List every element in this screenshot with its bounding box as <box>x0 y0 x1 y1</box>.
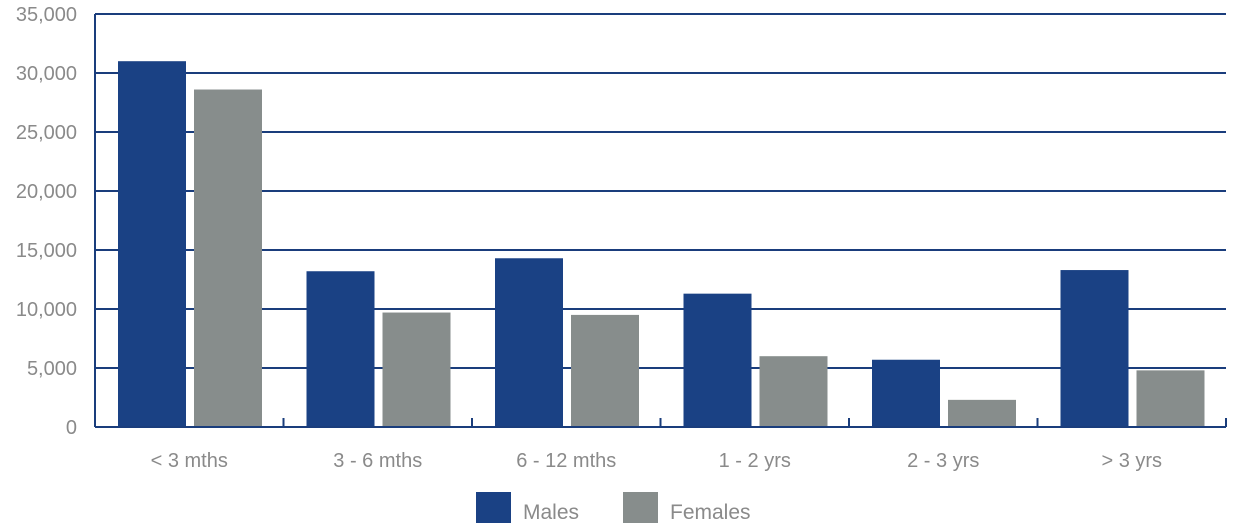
bars <box>118 61 1205 428</box>
bar-females-2 <box>571 314 639 427</box>
y-tick-label: 25,000 <box>16 122 77 144</box>
y-tick-label: 5,000 <box>27 358 77 380</box>
bar-females-3 <box>759 356 828 427</box>
y-tick-label: 20,000 <box>16 181 77 203</box>
legend-label-females: Females <box>670 501 751 524</box>
legend-label-males: Males <box>523 501 579 524</box>
x-tick-label: 3 - 6 mths <box>333 450 422 472</box>
bar-males-2 <box>495 258 563 427</box>
y-tick-label: 10,000 <box>16 299 77 321</box>
y-tick-label: 30,000 <box>16 63 77 85</box>
x-axis-tick-labels: < 3 mths 3 - 6 mths 6 - 12 mths 1 - 2 yrs 2 … <box>151 450 1162 472</box>
legend: Males Females <box>476 492 751 524</box>
y-tick-label: 0 <box>66 417 77 439</box>
bar-males-4 <box>872 359 940 427</box>
x-axis <box>94 14 1227 428</box>
x-tick-label: < 3 mths <box>151 450 228 472</box>
y-axis-tick-labels: 0 5,000 10,000 15,000 20,000 25,000 30,000 35,0… <box>16 4 77 439</box>
legend-swatch-females <box>623 492 658 523</box>
bar-females-4 <box>948 399 1016 427</box>
bar-males-0 <box>118 61 186 427</box>
gridlines <box>95 13 1226 369</box>
x-tick-label: 1 - 2 yrs <box>719 450 791 472</box>
bar-males-5 <box>1060 270 1129 427</box>
bar-males-3 <box>683 293 752 427</box>
bar-males-1 <box>306 271 375 427</box>
bar-females-0 <box>194 89 262 428</box>
y-tick-label: 15,000 <box>16 240 77 262</box>
y-tick-label: 35,000 <box>16 4 77 26</box>
x-tick-label: > 3 yrs <box>1101 450 1162 472</box>
bar-females-1 <box>382 312 451 427</box>
bar-females-5 <box>1136 370 1205 427</box>
legend-swatch-males <box>476 492 511 523</box>
x-tick-label: 2 - 3 yrs <box>907 450 979 472</box>
x-tick-label: 6 - 12 mths <box>516 450 616 472</box>
